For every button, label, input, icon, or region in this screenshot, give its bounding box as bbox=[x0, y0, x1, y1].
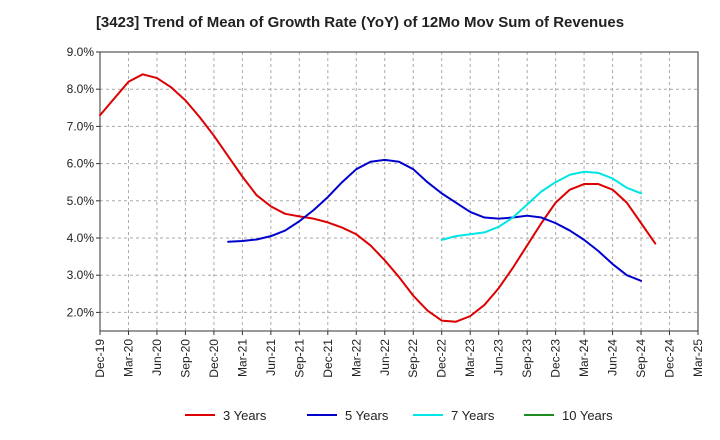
y-tick-label: 5.0% bbox=[67, 194, 95, 208]
plot-frame bbox=[99, 51, 699, 332]
grid-layer bbox=[100, 51, 698, 331]
legend-label-5-years: 5 Years bbox=[345, 408, 389, 423]
y-tick-label: 4.0% bbox=[67, 231, 95, 245]
x-tick-label: Mar-25 bbox=[691, 339, 705, 377]
series-line-5-years bbox=[227, 158, 643, 282]
legend-label-7-years: 7 Years bbox=[451, 408, 495, 423]
x-tick-label: Dec-22 bbox=[435, 339, 449, 378]
x-tick-label: Dec-19 bbox=[93, 339, 107, 378]
chart-title: [3423] Trend of Mean of Growth Rate (YoY… bbox=[95, 14, 625, 31]
x-tick-label: Mar-22 bbox=[349, 339, 363, 377]
x-tick-label: Dec-21 bbox=[321, 339, 335, 378]
x-tick-label: Jun-21 bbox=[264, 339, 278, 376]
x-tick-label: Jun-24 bbox=[606, 339, 620, 376]
x-tick-label: Mar-20 bbox=[121, 339, 135, 377]
x-tick-label: Sep-23 bbox=[520, 339, 534, 378]
x-tick-label: Dec-23 bbox=[549, 339, 563, 378]
y-tick-label: 6.0% bbox=[67, 157, 95, 171]
series-line-7-years bbox=[440, 170, 643, 241]
y-tick-label: 2.0% bbox=[67, 305, 95, 319]
x-tick-label: Sep-20 bbox=[178, 339, 192, 378]
x-tick-label: Jun-20 bbox=[150, 339, 164, 376]
x-tick-label: Sep-21 bbox=[292, 339, 306, 378]
y-tick-label: 9.0% bbox=[67, 45, 95, 59]
y-tick-label: 8.0% bbox=[67, 82, 95, 96]
x-tick-label: Sep-22 bbox=[406, 339, 420, 378]
y-tick-label: 7.0% bbox=[67, 119, 95, 133]
x-axis-ticks: Dec-19 Mar-20 Jun-20 Sep-20 Dec-20 Mar-21 Jun-… bbox=[93, 331, 705, 378]
x-tick-label: Dec-20 bbox=[207, 339, 221, 378]
x-tick-label: Dec-24 bbox=[663, 339, 677, 378]
series-layer bbox=[99, 73, 657, 323]
y-tick-label: 3.0% bbox=[67, 268, 95, 282]
x-tick-label: Mar-24 bbox=[577, 339, 591, 377]
x-tick-label: Mar-21 bbox=[235, 339, 249, 377]
x-tick-label: Jun-23 bbox=[492, 339, 506, 376]
x-tick-label: Jun-22 bbox=[378, 339, 392, 376]
x-tick-label: Mar-23 bbox=[463, 339, 477, 377]
legend-label-3-years: 3 Years bbox=[223, 408, 267, 423]
legend: 3 Years 5 Years 7 Years 10 Years bbox=[185, 408, 613, 423]
legend-label-10-years: 10 Years bbox=[562, 408, 613, 423]
x-tick-label: Sep-24 bbox=[634, 339, 648, 378]
series-line-3-years bbox=[99, 73, 657, 323]
y-axis-ticks: 2.0% 3.0% 4.0% 5.0% 6.0% 7.0% 8.0% 9.0% bbox=[67, 45, 100, 319]
